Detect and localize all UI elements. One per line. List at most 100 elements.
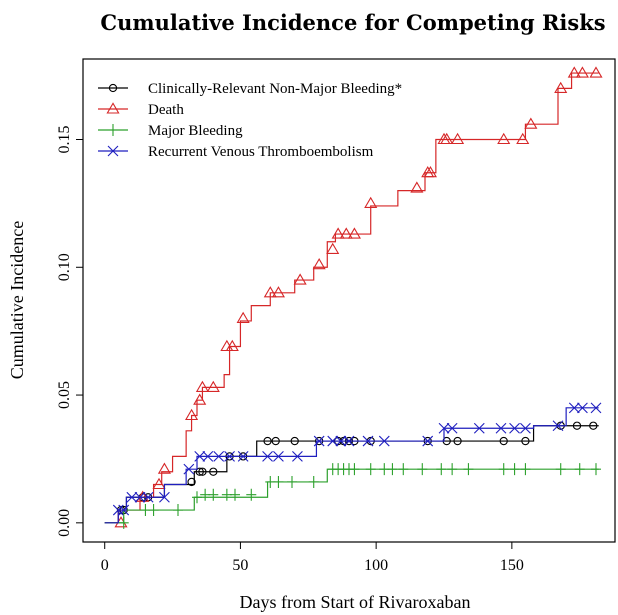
data-point	[292, 451, 303, 462]
data-point	[339, 227, 353, 239]
plot-frame	[82, 58, 616, 543]
data-point	[114, 516, 128, 528]
data-point	[347, 227, 361, 239]
series-line	[104, 468, 599, 524]
data-point	[498, 463, 509, 476]
x-tick-label: 50	[232, 557, 248, 574]
data-point	[520, 463, 531, 476]
series-line	[104, 72, 599, 524]
data-point	[589, 66, 603, 78]
series-1	[104, 66, 603, 528]
data-point	[213, 451, 225, 462]
data-point	[568, 402, 580, 414]
data-point	[335, 435, 347, 447]
legend: Clinically-Relevant Non-Major Bleeding* D…	[98, 81, 402, 160]
data-point	[378, 435, 390, 447]
data-point	[173, 504, 183, 517]
legend-item: Death	[98, 102, 184, 118]
data-point	[209, 467, 218, 476]
data-point	[262, 451, 273, 462]
data-point	[589, 421, 598, 430]
data-point	[271, 286, 285, 298]
data-point	[236, 311, 250, 323]
data-point	[187, 477, 196, 487]
series-3	[104, 402, 602, 524]
y-tick-label: 0.05	[56, 381, 73, 409]
data-point	[436, 463, 447, 476]
data-point	[343, 435, 355, 447]
y-tick-label: 0.00	[56, 509, 73, 537]
y-axis-label: Cumulative Incidence	[7, 221, 27, 379]
data-point	[451, 132, 465, 145]
y-tick-label: 0.15	[56, 126, 73, 154]
data-point	[159, 491, 170, 503]
data-point	[263, 436, 272, 446]
data-point	[567, 66, 581, 78]
data-point	[364, 196, 378, 208]
data-point	[134, 491, 146, 503]
legend-label: Death	[148, 102, 184, 118]
legend-item: Recurrent Venous Thromboembolism	[98, 144, 374, 160]
data-point	[313, 435, 325, 447]
data-point	[463, 463, 474, 476]
legend-label: Clinically-Relevant Non-Major Bleeding*	[148, 81, 402, 97]
data-point	[521, 436, 530, 446]
data-point	[183, 463, 195, 475]
data-point	[246, 488, 257, 501]
data-point	[271, 436, 280, 446]
data-point	[499, 436, 508, 446]
data-point	[206, 380, 220, 392]
data-point	[202, 451, 214, 462]
data-point	[148, 504, 159, 517]
data-point	[495, 422, 507, 434]
data-point	[552, 420, 564, 432]
data-point	[290, 436, 299, 446]
legend-item: Clinically-Relevant Non-Major Bleeding*	[98, 81, 402, 97]
legend-item: Major Bleeding	[98, 123, 243, 139]
data-point	[194, 451, 206, 462]
data-point	[152, 477, 166, 490]
data-point	[331, 227, 345, 239]
data-point	[225, 339, 239, 352]
series-line	[104, 407, 599, 524]
data-point	[524, 117, 538, 129]
data-point	[273, 475, 284, 488]
data-point	[362, 435, 374, 447]
data-point	[509, 463, 520, 476]
data-point	[509, 422, 520, 434]
series-line	[104, 425, 599, 524]
data-point	[230, 488, 240, 501]
x-axis: 0 50 100 150	[101, 542, 524, 574]
data-point	[142, 491, 154, 503]
y-axis: 0.00 0.05 0.10 0.15	[56, 126, 83, 537]
y-tick-label: 0.10	[56, 253, 73, 281]
legend-label: Major Bleeding	[148, 123, 243, 139]
data-point	[453, 436, 462, 446]
data-point	[365, 463, 376, 476]
data-point	[349, 463, 360, 476]
data-point	[327, 435, 339, 447]
series-layer	[104, 66, 603, 529]
data-point	[118, 516, 129, 529]
data-point	[224, 451, 235, 462]
data-point	[554, 81, 568, 93]
data-point	[590, 402, 602, 414]
data-point	[398, 463, 409, 476]
x-tick-label: 150	[500, 557, 524, 574]
data-point	[591, 463, 601, 476]
legend-label: Recurrent Venous Thromboembolism	[148, 144, 374, 160]
data-point	[112, 504, 124, 516]
data-point	[198, 467, 207, 476]
data-point	[423, 166, 437, 178]
data-point	[417, 463, 428, 476]
x-tick-label: 100	[364, 557, 388, 574]
legend-marker	[106, 102, 120, 114]
data-point	[446, 422, 458, 434]
data-point	[497, 132, 511, 145]
data-point	[195, 380, 209, 392]
data-point	[308, 475, 319, 488]
data-point	[157, 462, 171, 474]
data-point	[273, 451, 284, 462]
data-point	[577, 402, 588, 414]
